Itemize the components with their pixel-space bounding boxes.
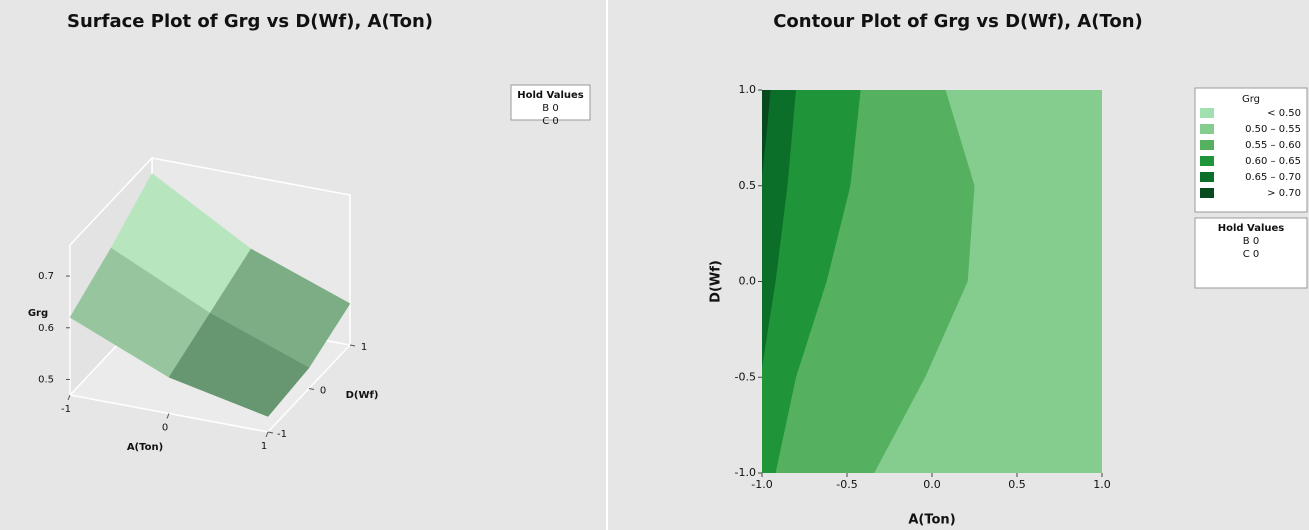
hold-value: B 0 bbox=[542, 103, 558, 114]
x-tick-label: 1.0 bbox=[1093, 478, 1111, 491]
chart-title: Surface Plot of Grg vs D(Wf), A(Ton) bbox=[67, 11, 433, 32]
chart-title: Contour Plot of Grg vs D(Wf), A(Ton) bbox=[773, 11, 1143, 32]
y-tick-label: 1.0 bbox=[739, 83, 757, 96]
z-axis-label: Grg bbox=[28, 308, 48, 319]
x-tick bbox=[265, 431, 269, 438]
legend-label: < 0.50 bbox=[1267, 108, 1301, 119]
x-tick-label: 0 bbox=[162, 423, 168, 434]
hold-values-box bbox=[510, 84, 591, 121]
y-tick-label: -1.0 bbox=[735, 466, 756, 479]
y-tick-label: 0 bbox=[320, 386, 326, 397]
z-tick-label: 0.7 bbox=[38, 271, 54, 282]
hold-values-box bbox=[1194, 217, 1308, 289]
hold-values-title: Hold Values bbox=[1218, 223, 1285, 234]
y-axis-label: D(Wf) bbox=[709, 260, 724, 303]
y-axis-label: D(Wf) bbox=[346, 390, 379, 401]
contour-region bbox=[762, 90, 796, 368]
legend-swatch bbox=[1200, 108, 1214, 118]
legend-label: 0.65 – 0.70 bbox=[1245, 172, 1301, 183]
x-tick bbox=[67, 394, 71, 401]
hold-values-title: Hold Values bbox=[517, 90, 584, 101]
hold-value: C 0 bbox=[542, 116, 559, 127]
y-tick-label: 0.0 bbox=[739, 275, 757, 288]
legend-swatch bbox=[1200, 140, 1214, 150]
legend-swatch bbox=[1200, 124, 1214, 134]
y-tick bbox=[349, 344, 356, 347]
x-tick-label: -1 bbox=[61, 404, 71, 415]
legend-title: Grg bbox=[1242, 94, 1260, 105]
x-tick-label: -0.5 bbox=[836, 478, 857, 491]
x-tick-label: 0.5 bbox=[1008, 478, 1026, 491]
x-tick-label: 1 bbox=[261, 441, 267, 452]
x-axis-label: A(Ton) bbox=[908, 513, 955, 528]
x-axis-label: A(Ton) bbox=[127, 442, 163, 453]
z-tick-label: 0.5 bbox=[38, 374, 54, 385]
hold-value: C 0 bbox=[1243, 249, 1260, 260]
y-tick-label: -1 bbox=[277, 429, 287, 440]
legend-label: 0.50 – 0.55 bbox=[1245, 124, 1301, 135]
legend-label: 0.55 – 0.60 bbox=[1245, 140, 1301, 151]
y-tick bbox=[308, 388, 315, 390]
y-tick-label: 1 bbox=[361, 342, 367, 353]
y-tick-label: -0.5 bbox=[735, 370, 756, 383]
legend-swatch bbox=[1200, 188, 1214, 198]
hold-value: B 0 bbox=[1243, 236, 1259, 247]
x-tick bbox=[166, 413, 170, 419]
legend-swatch bbox=[1200, 156, 1214, 166]
y-tick-label: 0.5 bbox=[739, 179, 757, 192]
z-tick-label: 0.6 bbox=[38, 323, 54, 334]
y-tick bbox=[267, 431, 274, 434]
x-tick-label: -1.0 bbox=[751, 478, 772, 491]
surface-patch bbox=[168, 312, 310, 417]
x-tick-label: 0.0 bbox=[923, 478, 941, 491]
legend-swatch bbox=[1200, 172, 1214, 182]
legend-label: 0.60 – 0.65 bbox=[1245, 156, 1301, 167]
contour-region bbox=[762, 90, 771, 177]
legend-label: > 0.70 bbox=[1267, 188, 1301, 199]
